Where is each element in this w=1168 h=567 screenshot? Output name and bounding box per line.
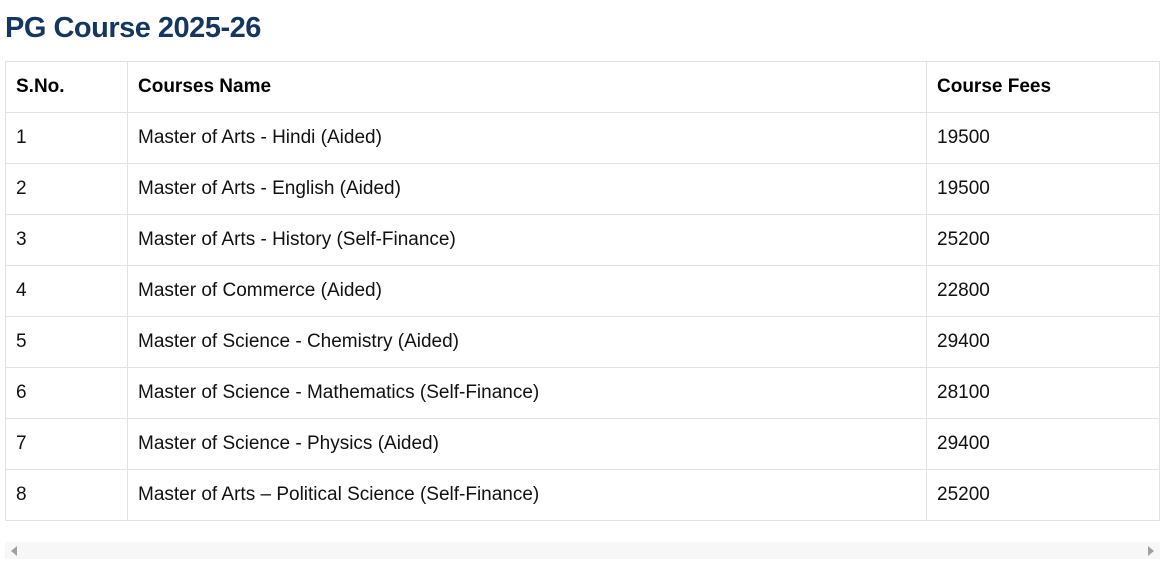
table-row: 2 Master of Arts - English (Aided) 19500 — [5, 163, 1160, 215]
page-title: PG Course 2025-26 — [5, 12, 261, 44]
cell-course-fees: 29400 — [926, 418, 1160, 470]
cell-course-name: Master of Science - Chemistry (Aided) — [127, 316, 927, 368]
header-sno: S.No. — [5, 61, 128, 113]
cell-course-name: Master of Science - Mathematics (Self-Fi… — [127, 367, 927, 419]
cell-course-fees: 29400 — [926, 316, 1160, 368]
table-row: 1 Master of Arts - Hindi (Aided) 19500 — [5, 112, 1160, 164]
cell-course-fees: 25200 — [926, 214, 1160, 266]
cell-course-name: Master of Arts – Political Science (Self… — [127, 469, 927, 521]
cell-sno: 2 — [5, 163, 128, 215]
table-header-row: S.No. Courses Name Course Fees — [5, 61, 1160, 113]
header-course-name: Courses Name — [127, 61, 927, 113]
table-row: 4 Master of Commerce (Aided) 22800 — [5, 265, 1160, 317]
horizontal-scrollbar[interactable] — [5, 542, 1160, 559]
table-row: 8 Master of Arts – Political Science (Sel… — [5, 469, 1160, 521]
table-row: 7 Master of Science - Physics (Aided) 2940… — [5, 418, 1160, 470]
course-fees-table: S.No. Courses Name Course Fees 1 Master o… — [5, 61, 1160, 521]
scroll-right-arrow-icon[interactable] — [1148, 546, 1154, 556]
cell-sno: 5 — [5, 316, 128, 368]
scroll-left-arrow-icon[interactable] — [11, 546, 17, 556]
cell-sno: 6 — [5, 367, 128, 419]
cell-course-fees: 19500 — [926, 112, 1160, 164]
cell-course-fees: 19500 — [926, 163, 1160, 215]
cell-sno: 7 — [5, 418, 128, 470]
cell-sno: 4 — [5, 265, 128, 317]
cell-course-name: Master of Arts - English (Aided) — [127, 163, 927, 215]
table-row: 3 Master of Arts - History (Self-Finance)… — [5, 214, 1160, 266]
header-course-fees: Course Fees — [926, 61, 1160, 113]
cell-sno: 1 — [5, 112, 128, 164]
table-row: 6 Master of Science - Mathematics (Self-F… — [5, 367, 1160, 419]
cell-course-fees: 28100 — [926, 367, 1160, 419]
cell-course-name: Master of Arts - Hindi (Aided) — [127, 112, 927, 164]
table-row: 5 Master of Science - Chemistry (Aided) 29… — [5, 316, 1160, 368]
cell-course-name: Master of Science - Physics (Aided) — [127, 418, 927, 470]
cell-sno: 3 — [5, 214, 128, 266]
cell-sno: 8 — [5, 469, 128, 521]
cell-course-name: Master of Commerce (Aided) — [127, 265, 927, 317]
cell-course-fees: 22800 — [926, 265, 1160, 317]
cell-course-fees: 25200 — [926, 469, 1160, 521]
cell-course-name: Master of Arts - History (Self-Finance) — [127, 214, 927, 266]
